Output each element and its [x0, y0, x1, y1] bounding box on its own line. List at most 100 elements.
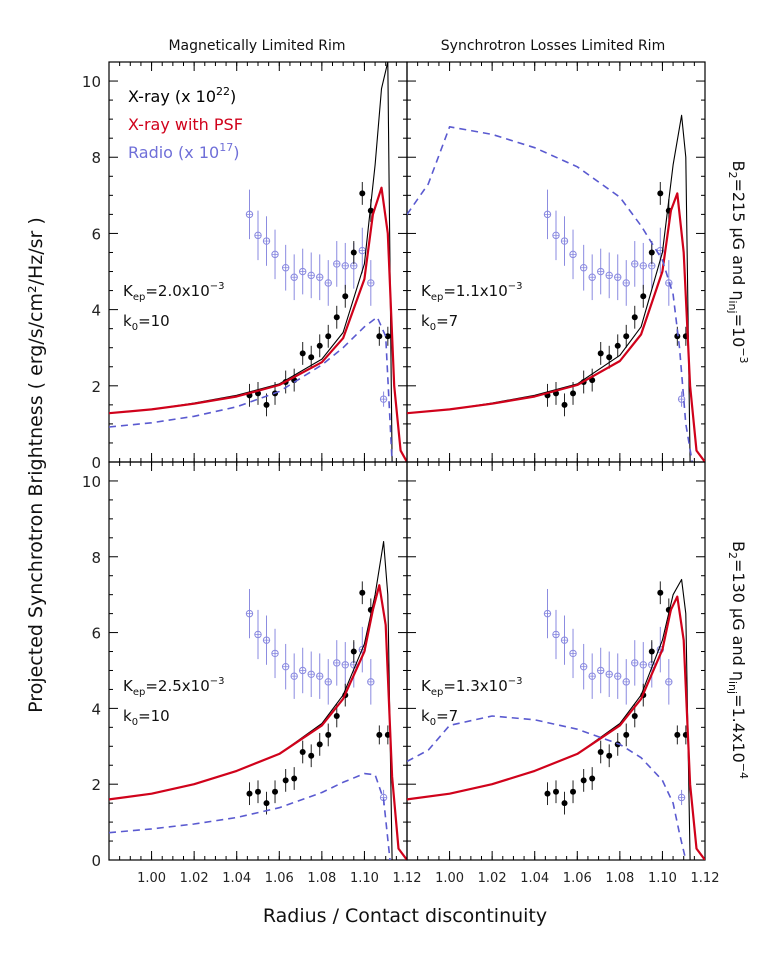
xray-point	[570, 390, 577, 397]
xray-point	[553, 788, 559, 795]
xray-point	[570, 788, 577, 795]
xray-point	[359, 589, 366, 596]
xray-point	[376, 333, 383, 340]
row-label-top: B2=215 μG and ηinj=10−3	[726, 160, 750, 363]
x-tick-label: 1.02	[478, 871, 507, 886]
column-title-left: Magnetically Limited Rim	[168, 38, 345, 54]
xray-point	[316, 741, 323, 748]
legend-xray-psf: X-ray with PSF	[128, 115, 243, 134]
annotation-k0: k0=7	[421, 707, 458, 728]
y-tick-label: 4	[91, 302, 101, 320]
panel-r1c2: Kep=1.1x10−3 k0=7	[406, 61, 706, 463]
xray-point	[263, 800, 270, 807]
x-tick-label: 1.06	[265, 871, 294, 886]
xray-point	[291, 775, 298, 782]
xray-point	[342, 293, 349, 300]
xray-psf-curve	[407, 595, 705, 860]
x-tick-label: 1.00	[435, 871, 464, 886]
xray-point	[272, 788, 279, 795]
y-tick-label: 10	[82, 73, 101, 91]
xray-point	[561, 800, 568, 807]
xray-point	[589, 775, 596, 782]
x-tick-label: 1.04	[222, 871, 251, 886]
xray-point	[606, 752, 613, 759]
xray-point	[597, 748, 604, 755]
xray-point	[316, 342, 323, 349]
annotation-k0: k0=10	[123, 312, 170, 333]
xray-point	[623, 333, 630, 340]
xray-point	[561, 401, 568, 408]
annotation-k0: k0=7	[421, 312, 458, 333]
xray-point	[333, 712, 340, 719]
y-axis-label: Projected Synchrotron Brightness ( erg/s…	[25, 217, 47, 713]
y-tick-label: 6	[91, 225, 101, 243]
y-tick-label: 4	[91, 700, 101, 718]
radio-curve	[407, 715, 687, 860]
x-tick-label: 1.08	[605, 871, 634, 886]
xray-point	[376, 731, 383, 738]
panel-r2c2: 1.00 1.02 1.04 1.06 1.08 1.10 1.12 Kep=1.3x10−3…	[406, 461, 720, 886]
xray-point	[325, 731, 332, 738]
y-tick-label: 8	[91, 149, 101, 167]
xray-point	[282, 777, 289, 784]
panel-plot-area	[109, 62, 407, 462]
xray-point	[246, 790, 253, 797]
xray-point	[308, 354, 315, 361]
radio-curve	[407, 126, 693, 462]
radio-curve	[109, 772, 391, 860]
xray-point	[648, 648, 655, 655]
column-title-right: Synchrotron Losses Limited Rim	[441, 38, 665, 54]
xray-point	[325, 333, 332, 340]
legend: X-ray (x 1022) X-ray with PSF Radio (x 1…	[128, 85, 243, 162]
x-tick-label: 1.04	[520, 871, 549, 886]
xray-point	[367, 207, 374, 214]
panel-r2c1: 1.00 1.02 1.04 1.06 1.08 1.10 1.12 0 2 4 6 8 10 Kep=2…	[82, 461, 422, 886]
panel-r1c1: 0 2 4 6 8 10 Kep=2.0x10−3 k0=10	[82, 61, 408, 472]
xray-point	[657, 190, 664, 197]
xray-point	[350, 648, 357, 655]
x-axis-label: Radius / Contact discontinuity	[263, 905, 547, 927]
x-tick-label: 1.06	[563, 871, 592, 886]
y-tick-label: 10	[82, 473, 101, 491]
xray-point	[359, 190, 366, 197]
xray-point	[308, 752, 315, 759]
y-tick-label: 2	[91, 378, 101, 396]
row-label-bottom: B2=130 μG and ηinj=1.4x10−4	[726, 541, 750, 779]
annotation-kep: Kep=1.1x10−3	[421, 281, 522, 303]
y-tick-label: 8	[91, 549, 101, 567]
xray-point	[606, 354, 613, 361]
legend-radio: Radio (x 1017)	[128, 141, 239, 162]
xray-psf-curve	[407, 192, 705, 462]
annotation-kep: Kep=2.0x10−3	[123, 281, 224, 303]
xray-point	[263, 401, 270, 408]
xray-point	[255, 788, 261, 795]
x-tick-label: 1.08	[307, 871, 336, 886]
xray-point	[640, 293, 647, 300]
xray-point	[299, 748, 306, 755]
x-tick-label: 1.12	[691, 871, 720, 886]
y-tick-label: 2	[91, 776, 101, 794]
xray-point	[350, 249, 357, 256]
xray-point	[674, 731, 681, 738]
xray-point	[648, 249, 655, 256]
radio-curve	[109, 316, 393, 462]
x-tick-label: 1.10	[350, 871, 379, 886]
y-tick-label: 0	[91, 454, 101, 472]
xray-point	[544, 790, 551, 797]
y-tick-label: 0	[91, 852, 101, 870]
xray-point	[657, 589, 664, 596]
panel-plot-area	[407, 578, 705, 860]
x-tick-label: 1.10	[648, 871, 677, 886]
annotation-kep: Kep=1.3x10−3	[421, 676, 522, 698]
xray-point	[299, 350, 306, 357]
annotation-k0: k0=10	[123, 707, 170, 728]
xray-curve	[109, 541, 393, 860]
xray-point	[384, 333, 391, 340]
panel-plot-area	[109, 541, 407, 860]
xray-point	[614, 342, 621, 349]
x-tick-label: 1.02	[180, 871, 209, 886]
x-tick-label: 1.12	[393, 871, 422, 886]
annotation-kep: Kep=2.5x10−3	[123, 676, 224, 698]
x-tick-label: 1.00	[137, 871, 166, 886]
panels: 0 2 4 6 8 10 Kep=2.0x10−3 k0=10 Kep=1.1x10−3 k0=7…	[82, 61, 720, 886]
